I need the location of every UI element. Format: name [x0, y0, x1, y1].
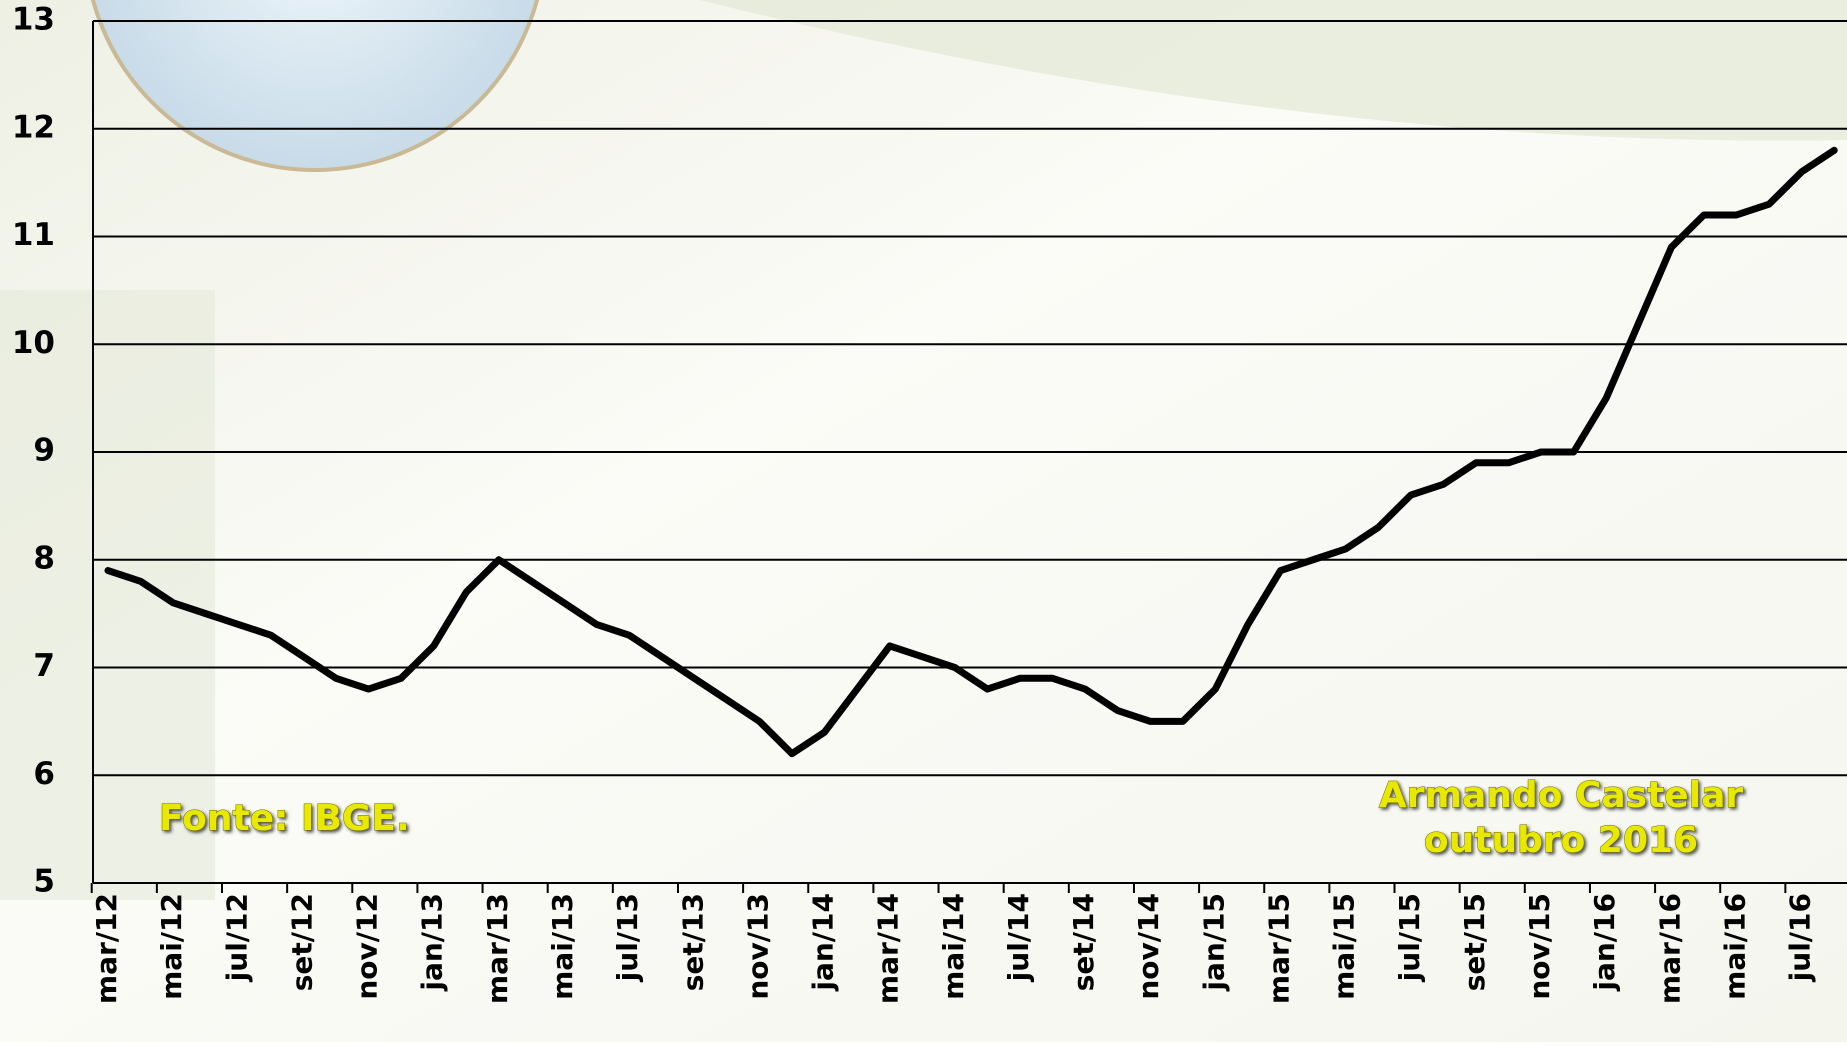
- y-tick-label: 7: [33, 648, 55, 684]
- y-tick-label: 5: [33, 864, 55, 900]
- y-tick-label: 12: [12, 109, 55, 145]
- x-tick-label: mai/14: [937, 893, 970, 1000]
- x-tick-label: nov/12: [351, 893, 384, 1000]
- x-tick-label: set/14: [1067, 893, 1100, 991]
- x-tick-label: nov/15: [1523, 893, 1556, 1000]
- data-line: [104, 146, 1838, 758]
- x-tick-label: jul/14: [1002, 893, 1035, 982]
- x-tick-label: jan/13: [416, 893, 449, 992]
- x-tick-label: mai/13: [546, 893, 579, 1000]
- y-tick-label: 6: [33, 756, 55, 792]
- x-tick-label: set/15: [1458, 893, 1491, 991]
- date-note: outubro 2016: [1424, 820, 1698, 861]
- x-tick-label: nov/13: [741, 893, 774, 1000]
- y-tick-label: 10: [12, 325, 55, 361]
- source-note: Fonte: IBGE.: [159, 798, 410, 839]
- x-tick-label: mar/12: [90, 893, 123, 1004]
- x-tick-label: jul/13: [611, 893, 644, 982]
- x-tick-label: jan/16: [1588, 893, 1621, 992]
- x-tick-label: mar/14: [872, 893, 905, 1004]
- x-tick-label: jul/16: [1784, 893, 1817, 982]
- decoration: [0, 290, 215, 900]
- globe: [90, 0, 540, 172]
- x-tick-label: jul/12: [220, 893, 253, 982]
- x-tick-label: nov/14: [1132, 893, 1165, 1000]
- y-tick-label: 13: [12, 2, 55, 38]
- x-tick-label: set/12: [285, 893, 318, 991]
- x-tick-label: mar/15: [1263, 893, 1296, 1004]
- x-tick-label: jan/15: [1197, 893, 1230, 992]
- x-tick-label: jul/15: [1393, 893, 1426, 982]
- x-tick-label: mai/12: [155, 893, 188, 1000]
- author-note: Armando Castelar: [1379, 775, 1743, 816]
- x-tick-label: jan/14: [807, 893, 840, 992]
- x-tick-label: mai/15: [1328, 893, 1361, 1000]
- x-tick-label: mai/16: [1719, 893, 1752, 1000]
- x-tick-label: mar/16: [1653, 893, 1686, 1004]
- y-tick-label: 9: [33, 433, 55, 469]
- y-tick-label: 8: [33, 540, 55, 576]
- y-tick-label: 11: [12, 217, 55, 253]
- decoration: [700, 0, 1847, 141]
- x-tick-label: mar/13: [481, 893, 514, 1004]
- x-tick-label: set/13: [676, 893, 709, 991]
